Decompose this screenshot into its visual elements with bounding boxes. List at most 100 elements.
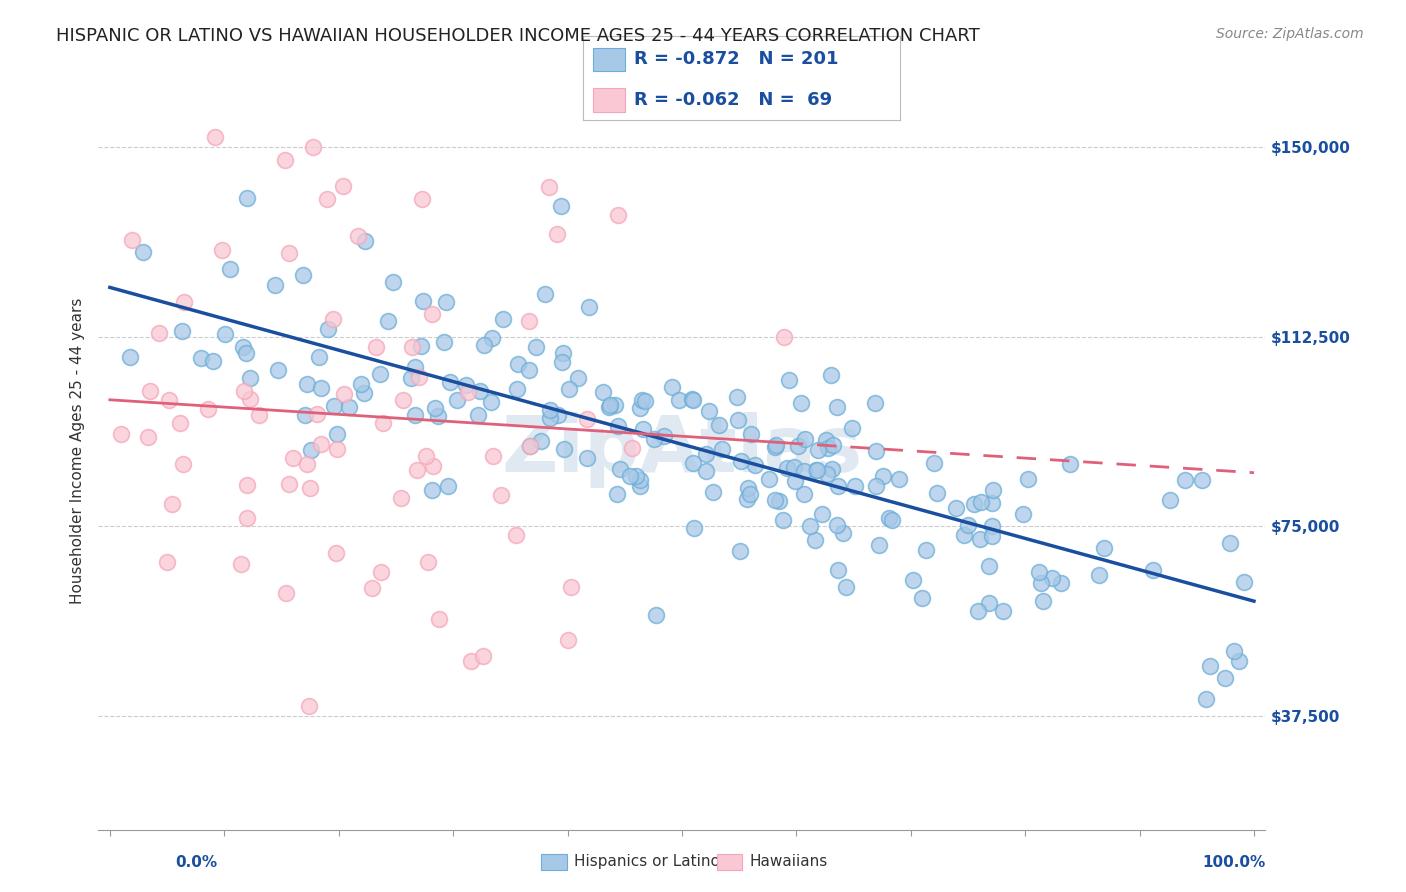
Point [540, 411, 562, 425]
Point [264, 277, 287, 292]
Point [322, 311, 344, 326]
Point [814, 433, 837, 447]
Point [702, 484, 724, 499]
Point [681, 392, 703, 406]
Point [427, 611, 450, 625]
Point [695, 465, 717, 479]
Point [506, 357, 529, 371]
Point [295, 457, 318, 471]
Point [420, 483, 443, 498]
Text: R = -0.872   N = 201: R = -0.872 N = 201 [634, 51, 838, 69]
Point [1040, 571, 1063, 585]
Point [219, 262, 242, 277]
Point [953, 528, 976, 542]
Point [877, 511, 900, 525]
Point [236, 510, 259, 524]
Point [631, 392, 654, 407]
Point [1029, 575, 1052, 590]
Point [1028, 565, 1050, 579]
Point [740, 426, 762, 441]
Point [354, 235, 377, 249]
Point [991, 604, 1014, 618]
Point [868, 538, 890, 552]
Text: HISPANIC OR LATINO VS HAWAIIAN HOUSEHOLDER INCOME AGES 25 - 44 YEARS CORRELATION: HISPANIC OR LATINO VS HAWAIIAN HOUSEHOLD… [56, 27, 980, 45]
Point [391, 393, 413, 408]
Text: Hawaiians: Hawaiians [749, 855, 828, 869]
FancyBboxPatch shape [593, 47, 624, 71]
Point [120, 350, 142, 364]
Point [815, 467, 838, 482]
Y-axis label: Householder Income Ages 25 - 44 years: Householder Income Ages 25 - 44 years [69, 297, 84, 604]
Point [967, 604, 990, 618]
Point [404, 359, 426, 374]
Point [411, 339, 433, 353]
Point [969, 533, 991, 547]
Point [229, 558, 252, 572]
Point [962, 497, 984, 511]
Point [709, 417, 731, 432]
Point [768, 494, 790, 508]
Point [481, 449, 503, 463]
Point [294, 409, 316, 423]
Point [172, 457, 194, 471]
Point [350, 376, 373, 391]
Point [1017, 472, 1039, 486]
Text: ZipAtlas: ZipAtlas [502, 412, 862, 489]
Point [505, 528, 527, 542]
Point [299, 481, 322, 495]
Point [456, 377, 478, 392]
Point [735, 491, 758, 506]
Point [377, 313, 399, 327]
Point [446, 393, 468, 408]
Point [491, 488, 513, 502]
Point [628, 479, 651, 493]
Point [806, 463, 828, 477]
Point [427, 409, 450, 423]
Point [737, 481, 759, 495]
Point [190, 351, 212, 365]
Point [790, 395, 813, 409]
Point [695, 447, 717, 461]
Point [807, 443, 830, 458]
Point [110, 427, 132, 442]
Point [416, 555, 439, 569]
Point [472, 338, 495, 352]
Point [725, 390, 748, 404]
Point [316, 321, 339, 335]
Point [347, 229, 370, 244]
Point [1191, 473, 1213, 487]
Point [433, 335, 456, 350]
Point [607, 418, 630, 433]
Point [763, 441, 786, 455]
Point [865, 444, 887, 458]
Point [162, 497, 184, 511]
Point [977, 596, 1000, 610]
Point [214, 327, 236, 342]
Point [772, 513, 794, 527]
Point [643, 432, 665, 446]
Point [425, 401, 447, 415]
Point [136, 430, 159, 444]
Point [778, 373, 800, 387]
Point [401, 340, 423, 354]
Point [1195, 692, 1218, 706]
Point [326, 442, 349, 456]
Point [156, 555, 179, 569]
Point [157, 393, 180, 408]
Point [364, 340, 387, 354]
Point [806, 463, 828, 477]
Point [201, 354, 224, 368]
Point [872, 468, 894, 483]
Point [811, 508, 834, 522]
Point [323, 399, 346, 413]
Point [804, 533, 827, 548]
Point [624, 469, 647, 483]
Point [538, 403, 561, 417]
Point [793, 463, 815, 477]
Point [530, 434, 553, 448]
Point [711, 442, 734, 457]
Point [1092, 541, 1115, 555]
Point [727, 413, 749, 427]
Point [598, 401, 620, 415]
Point [553, 442, 575, 456]
